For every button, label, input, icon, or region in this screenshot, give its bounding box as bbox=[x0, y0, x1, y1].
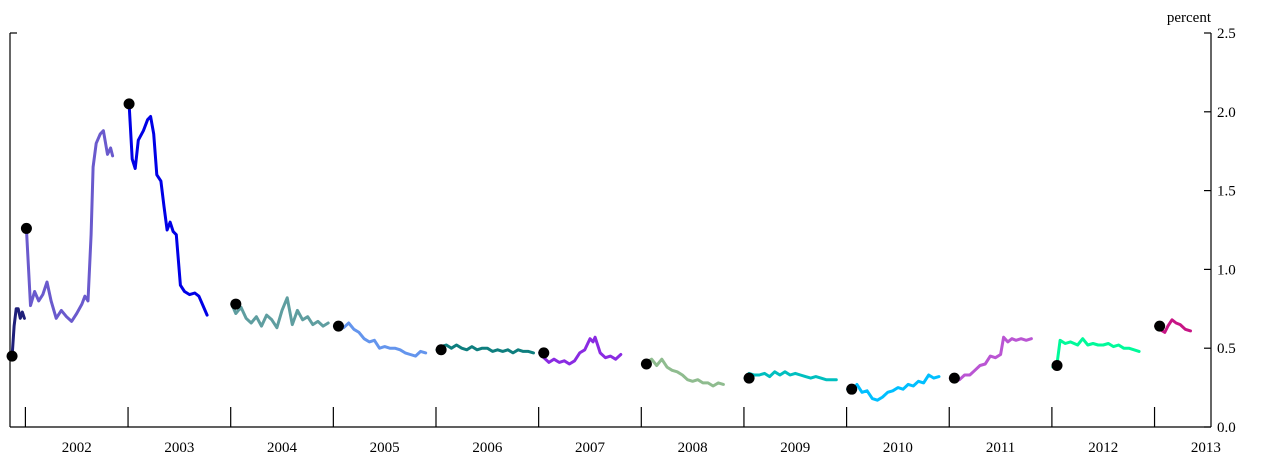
x-tick-label: 2009 bbox=[780, 440, 810, 456]
x-tick-label: 2013 bbox=[1191, 440, 1221, 456]
year-start-marker bbox=[640, 358, 652, 370]
y-axis: percent 0.0 0.5 1.0 1.5 2.0 2.5 bbox=[10, 10, 1236, 436]
series-line-2 bbox=[24, 129, 115, 323]
y-axis-label: percent bbox=[1167, 10, 1212, 26]
x-axis: 2002 2003 2004 2005 2006 2007 2008 2009 2010 2011… bbox=[24, 407, 1221, 456]
year-start-marker bbox=[743, 372, 755, 384]
series-line-6 bbox=[435, 343, 535, 355]
y-tick-label: 0.0 bbox=[1217, 420, 1236, 436]
marker-layer bbox=[6, 98, 1166, 395]
series-line-4 bbox=[230, 296, 330, 330]
y-tick-label: 1.5 bbox=[1217, 184, 1236, 200]
y-tick-label: 2.0 bbox=[1217, 105, 1236, 121]
series-line-3 bbox=[127, 102, 209, 317]
series-line-7 bbox=[538, 335, 623, 366]
x-tick-label: 2012 bbox=[1088, 440, 1118, 456]
x-tick-label: 2008 bbox=[678, 440, 708, 456]
x-tick-label: 2006 bbox=[472, 440, 503, 456]
series-layer bbox=[10, 102, 1192, 402]
series-line-10 bbox=[846, 373, 941, 402]
year-start-marker bbox=[948, 372, 960, 384]
year-start-marker bbox=[6, 350, 18, 362]
year-start-marker bbox=[1154, 320, 1166, 332]
y-tick-label: 2.5 bbox=[1217, 26, 1236, 42]
series-line-9 bbox=[743, 370, 838, 382]
x-tick-label: 2003 bbox=[164, 440, 194, 456]
series-line-12 bbox=[1051, 337, 1141, 369]
plot-frame bbox=[9, 33, 1212, 428]
year-start-marker bbox=[1051, 360, 1063, 372]
year-start-marker bbox=[538, 347, 550, 359]
series-line-8 bbox=[640, 357, 725, 388]
x-tick-label: 2004 bbox=[267, 440, 298, 456]
series-line-1 bbox=[10, 307, 26, 358]
series-line-5 bbox=[332, 321, 428, 358]
x-tick-label: 2010 bbox=[883, 440, 913, 456]
year-start-marker bbox=[332, 320, 344, 332]
x-tick-label: 2005 bbox=[370, 440, 400, 456]
series-line-11 bbox=[948, 335, 1033, 382]
y-tick-label: 1.0 bbox=[1217, 262, 1236, 278]
year-start-marker bbox=[230, 298, 242, 310]
year-start-marker bbox=[435, 344, 447, 356]
x-tick-label: 2007 bbox=[575, 440, 606, 456]
y-tick-label: 0.5 bbox=[1217, 341, 1236, 357]
x-tick-label: 2002 bbox=[62, 440, 92, 456]
year-start-marker bbox=[846, 383, 858, 395]
year-start-marker bbox=[20, 222, 32, 234]
year-start-marker bbox=[123, 98, 135, 110]
x-tick-label: 2011 bbox=[986, 440, 1015, 456]
